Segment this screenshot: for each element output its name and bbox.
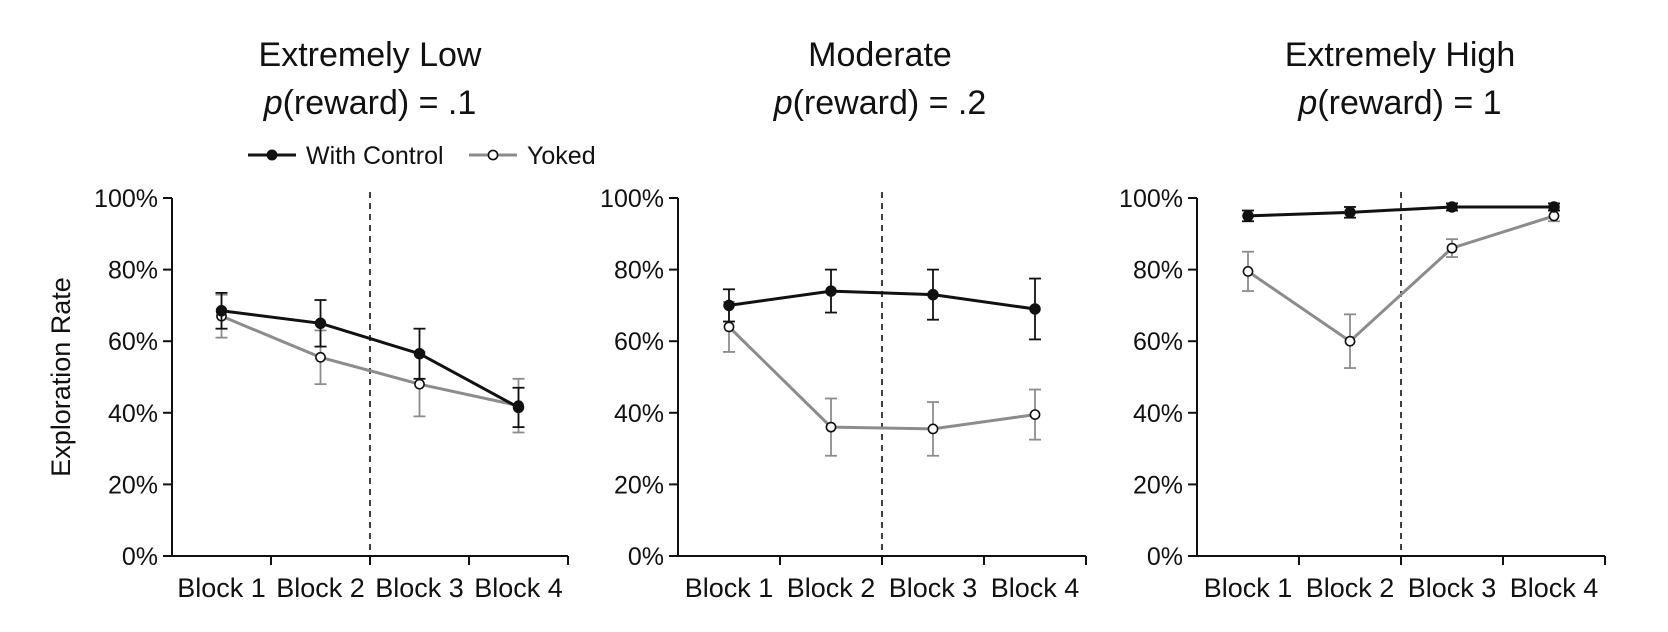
y-tick-label: 80% bbox=[1133, 257, 1183, 285]
data-point-filled bbox=[1029, 303, 1041, 315]
subtitle-p-italic: p bbox=[263, 84, 283, 122]
panel-subtitle: p(reward) = .2 bbox=[773, 84, 987, 122]
y-tick-label: 80% bbox=[108, 257, 158, 285]
panel-subtitle: p(reward) = 1 bbox=[1297, 84, 1501, 122]
y-tick-label: 100% bbox=[94, 185, 158, 213]
y-tick-label: 60% bbox=[1133, 328, 1183, 356]
data-point-filled bbox=[215, 305, 228, 317]
legend-label: Yoked bbox=[527, 142, 596, 170]
data-point-open bbox=[1446, 242, 1458, 254]
subtitle-rest: (reward) = .1 bbox=[283, 84, 477, 122]
legend-item-with-control: With Control bbox=[248, 142, 444, 170]
data-point-filled bbox=[1446, 201, 1458, 213]
y-tick-label: 20% bbox=[1133, 471, 1183, 499]
legend-label: With Control bbox=[306, 142, 444, 170]
series-line bbox=[220, 314, 519, 408]
data-point-filled bbox=[825, 285, 837, 297]
panel-3: Extremely High p(reward) = 1 0% 20% 40% 60% 80… bbox=[1119, 36, 1606, 603]
y-tick-label: 100% bbox=[600, 185, 664, 213]
x-tick-label: Block 1 bbox=[685, 573, 774, 603]
series-line bbox=[727, 325, 1036, 431]
y-tick-label: 40% bbox=[614, 400, 664, 428]
data-point-open bbox=[927, 423, 939, 435]
series-line bbox=[1247, 205, 1554, 218]
subtitle-rest: (reward) = .2 bbox=[793, 84, 987, 122]
y-tick-label: 40% bbox=[108, 400, 158, 428]
series-with-control bbox=[1242, 201, 1560, 223]
y-tick-label: 0% bbox=[122, 543, 158, 571]
x-tick-label: Block 3 bbox=[889, 573, 978, 603]
y-tick-label: 80% bbox=[614, 257, 664, 285]
x-tick-label: Block 2 bbox=[787, 573, 876, 603]
series-line bbox=[1247, 214, 1555, 344]
panel-title: Extremely High bbox=[1285, 36, 1516, 74]
panel-1: Extremely Low p(reward) = .1 0% 20% 40% 60% 80… bbox=[46, 36, 569, 603]
panel-title: Moderate bbox=[808, 36, 952, 74]
data-point-filled bbox=[1548, 201, 1560, 213]
x-tick-label: Block 3 bbox=[1408, 573, 1497, 603]
y-tick-label: 0% bbox=[628, 543, 664, 571]
legend-marker-filled bbox=[266, 149, 278, 161]
y-tick-label: 20% bbox=[108, 471, 158, 499]
x-tick-label: Block 4 bbox=[991, 573, 1080, 603]
data-point-open bbox=[723, 321, 735, 333]
x-tick-label: Block 1 bbox=[177, 573, 266, 603]
data-point-filled bbox=[1344, 206, 1356, 219]
y-tick-label: 40% bbox=[1133, 400, 1183, 428]
series-with-control bbox=[723, 268, 1041, 341]
series-yoked bbox=[723, 300, 1041, 457]
data-point-filled bbox=[723, 299, 735, 312]
data-point-open bbox=[1242, 265, 1254, 277]
data-point-open bbox=[1344, 335, 1356, 347]
y-tick-label: 100% bbox=[1119, 185, 1183, 213]
y-tick-label: 60% bbox=[614, 328, 664, 356]
x-tick-label: Block 2 bbox=[1306, 573, 1395, 603]
data-point-open bbox=[315, 351, 326, 363]
subtitle-p-italic: p bbox=[1297, 84, 1317, 122]
x-tick-label: Block 4 bbox=[474, 573, 563, 603]
panel-2: Moderate p(reward) = .2 0% 20% 40% 60% 80% 100%… bbox=[600, 36, 1087, 603]
legend-marker-open bbox=[487, 149, 499, 161]
x-tick-label: Block 2 bbox=[276, 573, 365, 603]
x-tick-label: Block 4 bbox=[1510, 573, 1599, 603]
data-point-filled bbox=[512, 401, 525, 414]
data-point-open bbox=[825, 421, 837, 433]
x-tick-label: Block 3 bbox=[375, 573, 464, 603]
data-point-open bbox=[414, 378, 425, 390]
data-point-filled bbox=[1242, 210, 1254, 222]
series-line bbox=[728, 289, 1036, 311]
data-point-filled bbox=[314, 317, 327, 330]
y-tick-label: 20% bbox=[614, 471, 664, 499]
data-point-open bbox=[1029, 409, 1041, 420]
data-point-filled bbox=[413, 347, 426, 360]
panel-subtitle: p(reward) = .1 bbox=[263, 84, 477, 122]
subtitle-p-italic: p bbox=[773, 84, 793, 122]
x-tick-label: Block 1 bbox=[1204, 573, 1293, 603]
legend-item-yoked: Yoked bbox=[469, 142, 596, 170]
y-tick-label: 0% bbox=[1147, 543, 1183, 571]
y-axis-label: Exploration Rate bbox=[46, 277, 76, 477]
legend: With Control Yoked bbox=[248, 142, 596, 170]
y-tick-label: 60% bbox=[108, 328, 158, 356]
series-yoked bbox=[1242, 209, 1560, 369]
panel-title: Extremely Low bbox=[259, 36, 482, 74]
data-point-filled bbox=[927, 288, 939, 301]
series-line bbox=[221, 309, 520, 409]
subtitle-rest: (reward) = 1 bbox=[1317, 84, 1501, 122]
series-with-control bbox=[215, 291, 525, 429]
